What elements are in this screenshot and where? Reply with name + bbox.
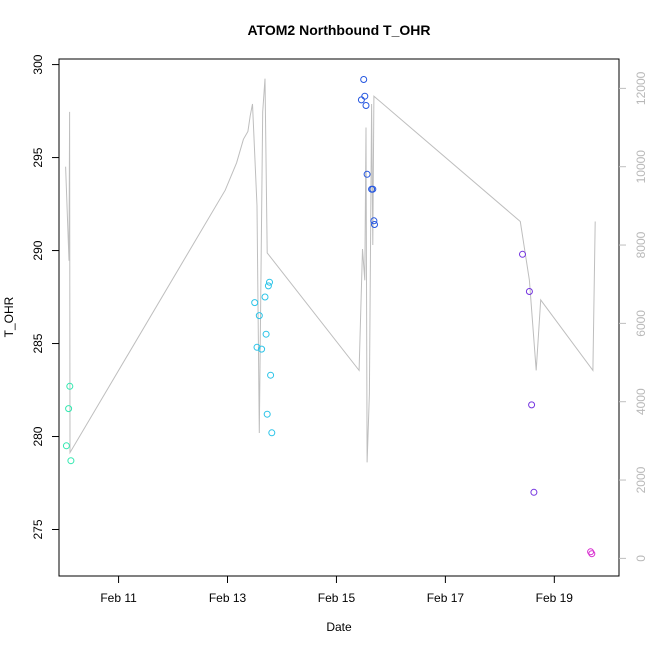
data-point xyxy=(530,488,538,496)
data-point xyxy=(371,221,378,228)
data-point xyxy=(67,457,75,465)
y-axis-label: T_OHR xyxy=(2,296,16,337)
chart-title: ATOM2 Northbound T_OHR xyxy=(247,22,430,38)
data-point xyxy=(66,382,74,390)
data-point xyxy=(258,345,266,353)
data-point xyxy=(261,293,269,301)
data-point xyxy=(362,102,370,109)
y-left-tick-label: 275 xyxy=(31,519,45,539)
x-tick-label: Feb 11 xyxy=(100,591,137,605)
x-tick-label: Feb 13 xyxy=(209,591,247,605)
data-point xyxy=(253,343,261,351)
data-point xyxy=(65,405,73,413)
y-right-tick-label: 12000 xyxy=(634,71,648,105)
y-left-tick-label: 280 xyxy=(31,426,45,446)
gray-line-layer xyxy=(65,78,596,463)
data-point xyxy=(266,278,273,286)
data-point xyxy=(370,217,378,225)
y-right-tick-label: 2000 xyxy=(634,466,648,493)
data-point xyxy=(263,410,271,418)
data-point xyxy=(519,250,526,258)
y-right-tick-label: 6000 xyxy=(634,310,648,337)
data-point xyxy=(251,299,259,307)
y-left-tick-label: 290 xyxy=(31,240,45,260)
axes-layer: Feb 11 Feb 13 Feb 15 Feb 17 Feb 19 275 280 285 2… xyxy=(31,54,648,605)
data-point xyxy=(264,282,272,290)
data-point xyxy=(587,548,595,556)
data-point xyxy=(267,371,275,379)
x-axis-label: Date xyxy=(326,620,352,634)
data-point xyxy=(525,288,533,295)
data-point xyxy=(255,312,263,320)
gray-series-line xyxy=(65,78,596,463)
x-tick-label: Feb 17 xyxy=(427,591,465,605)
y-left-tick-label: 295 xyxy=(31,147,45,167)
data-point xyxy=(262,330,270,338)
data-point xyxy=(62,442,70,450)
data-point xyxy=(528,401,536,409)
data-point xyxy=(369,185,377,193)
data-point xyxy=(268,429,276,437)
data-point xyxy=(360,76,368,83)
y-right-tick-label: 4000 xyxy=(634,388,648,415)
x-tick-label: Feb 19 xyxy=(536,591,574,605)
points-layer xyxy=(62,76,596,558)
y-right-tick-label: 8000 xyxy=(634,231,648,258)
data-point xyxy=(588,550,596,558)
y-right-tick-label: 10000 xyxy=(634,150,648,184)
x-tick-label: Feb 15 xyxy=(318,591,356,605)
data-point xyxy=(363,170,371,178)
y-right-tick-label: 0 xyxy=(634,555,648,562)
y-left-tick-label: 285 xyxy=(31,333,45,353)
y-left-tick-label: 300 xyxy=(31,54,45,74)
data-point xyxy=(361,92,369,100)
